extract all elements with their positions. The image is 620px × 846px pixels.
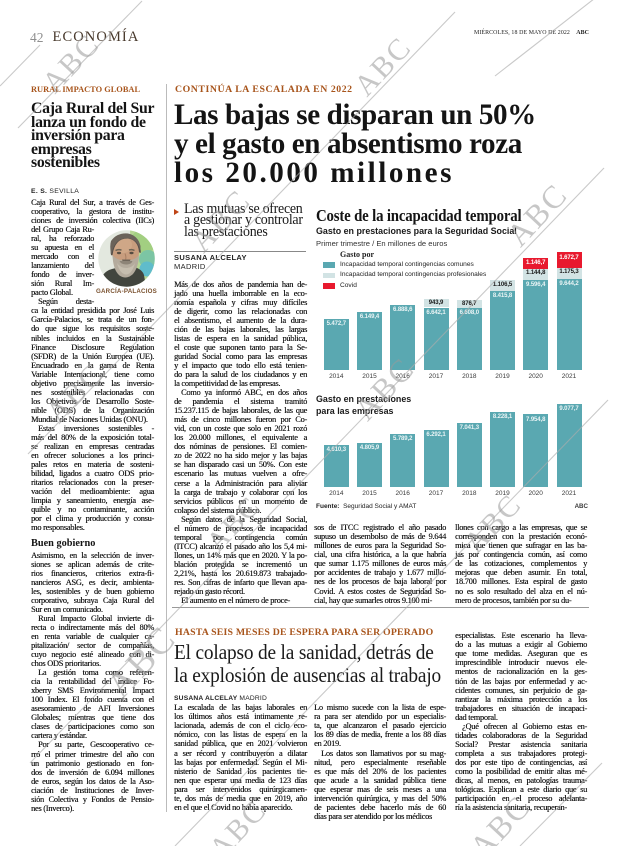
svg-text:ABC: ABC	[348, 31, 418, 103]
